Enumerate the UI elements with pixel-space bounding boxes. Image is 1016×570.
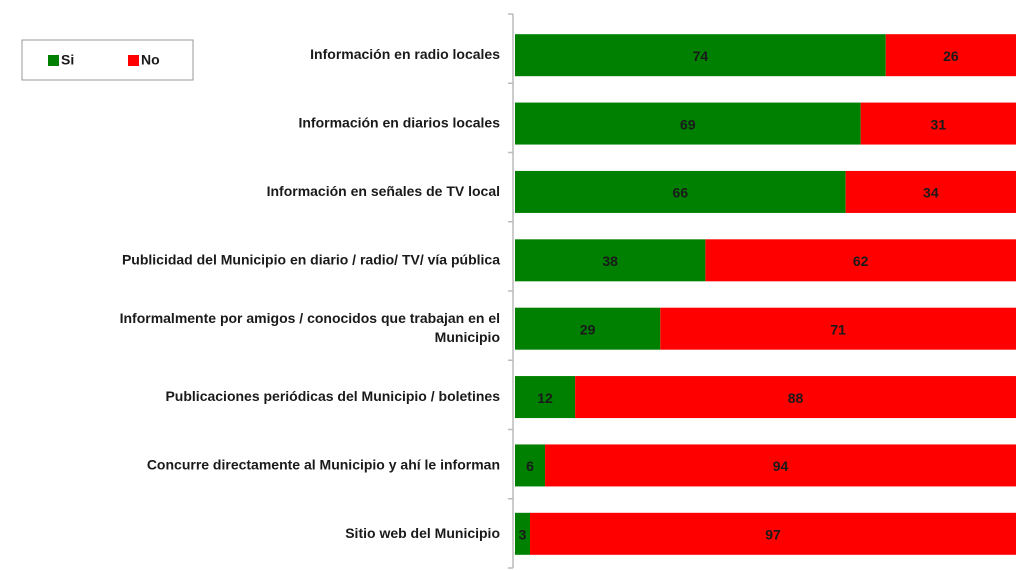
data-label: 71 bbox=[830, 321, 846, 337]
data-label: 38 bbox=[602, 253, 618, 269]
data-label: 31 bbox=[931, 116, 947, 132]
data-label: 88 bbox=[788, 390, 804, 406]
bar-segment bbox=[545, 444, 1016, 487]
data-label: 3 bbox=[519, 527, 527, 543]
bar-segment bbox=[660, 307, 1016, 350]
legend: Si No bbox=[21, 39, 194, 81]
bar-segment bbox=[515, 34, 886, 77]
bar-segment bbox=[885, 34, 1016, 77]
y-tick-label: Publicaciones periódicas del Municipio /… bbox=[165, 388, 500, 404]
bar-segment bbox=[515, 239, 706, 282]
data-label: 12 bbox=[537, 390, 553, 406]
y-tick-label: Informalmente por amigos / conocidos que… bbox=[120, 310, 500, 345]
data-label: 34 bbox=[923, 185, 939, 201]
legend-box bbox=[21, 39, 194, 81]
bar-segment bbox=[575, 376, 1016, 419]
data-label: 62 bbox=[853, 253, 869, 269]
y-tick-label: Información en diarios locales bbox=[298, 114, 500, 130]
bar-segment bbox=[705, 239, 1016, 282]
bar-segment bbox=[515, 376, 576, 419]
data-label: 6 bbox=[526, 458, 534, 474]
data-label: 69 bbox=[680, 116, 696, 132]
y-tick-label: Información en radio locales bbox=[310, 46, 500, 62]
bar-segment bbox=[515, 307, 661, 350]
legend-swatch bbox=[128, 55, 139, 66]
legend-label: Si bbox=[61, 52, 74, 68]
bar-segment bbox=[515, 444, 546, 487]
y-tick-label: Sitio web del Municipio bbox=[345, 525, 500, 541]
bar-segment bbox=[515, 512, 531, 555]
data-label: 26 bbox=[943, 48, 959, 64]
data-label: 74 bbox=[693, 48, 709, 64]
y-tick-label: Información en señales de TV local bbox=[267, 183, 500, 199]
bar-segment bbox=[530, 512, 1016, 555]
legend-label: No bbox=[141, 52, 160, 68]
bar-segment bbox=[515, 170, 846, 213]
bar-segment bbox=[845, 170, 1016, 213]
data-label: 66 bbox=[673, 185, 689, 201]
bar-segment bbox=[860, 102, 1016, 145]
data-label: 94 bbox=[773, 458, 789, 474]
legend-swatch bbox=[48, 55, 59, 66]
y-tick-label: Publicidad del Municipio en diario / rad… bbox=[122, 251, 500, 267]
data-label: 97 bbox=[765, 527, 781, 543]
y-tick-label: Concurre directamente al Municipio y ahí… bbox=[147, 456, 500, 472]
data-label: 29 bbox=[580, 321, 596, 337]
bar-segment bbox=[515, 102, 861, 145]
